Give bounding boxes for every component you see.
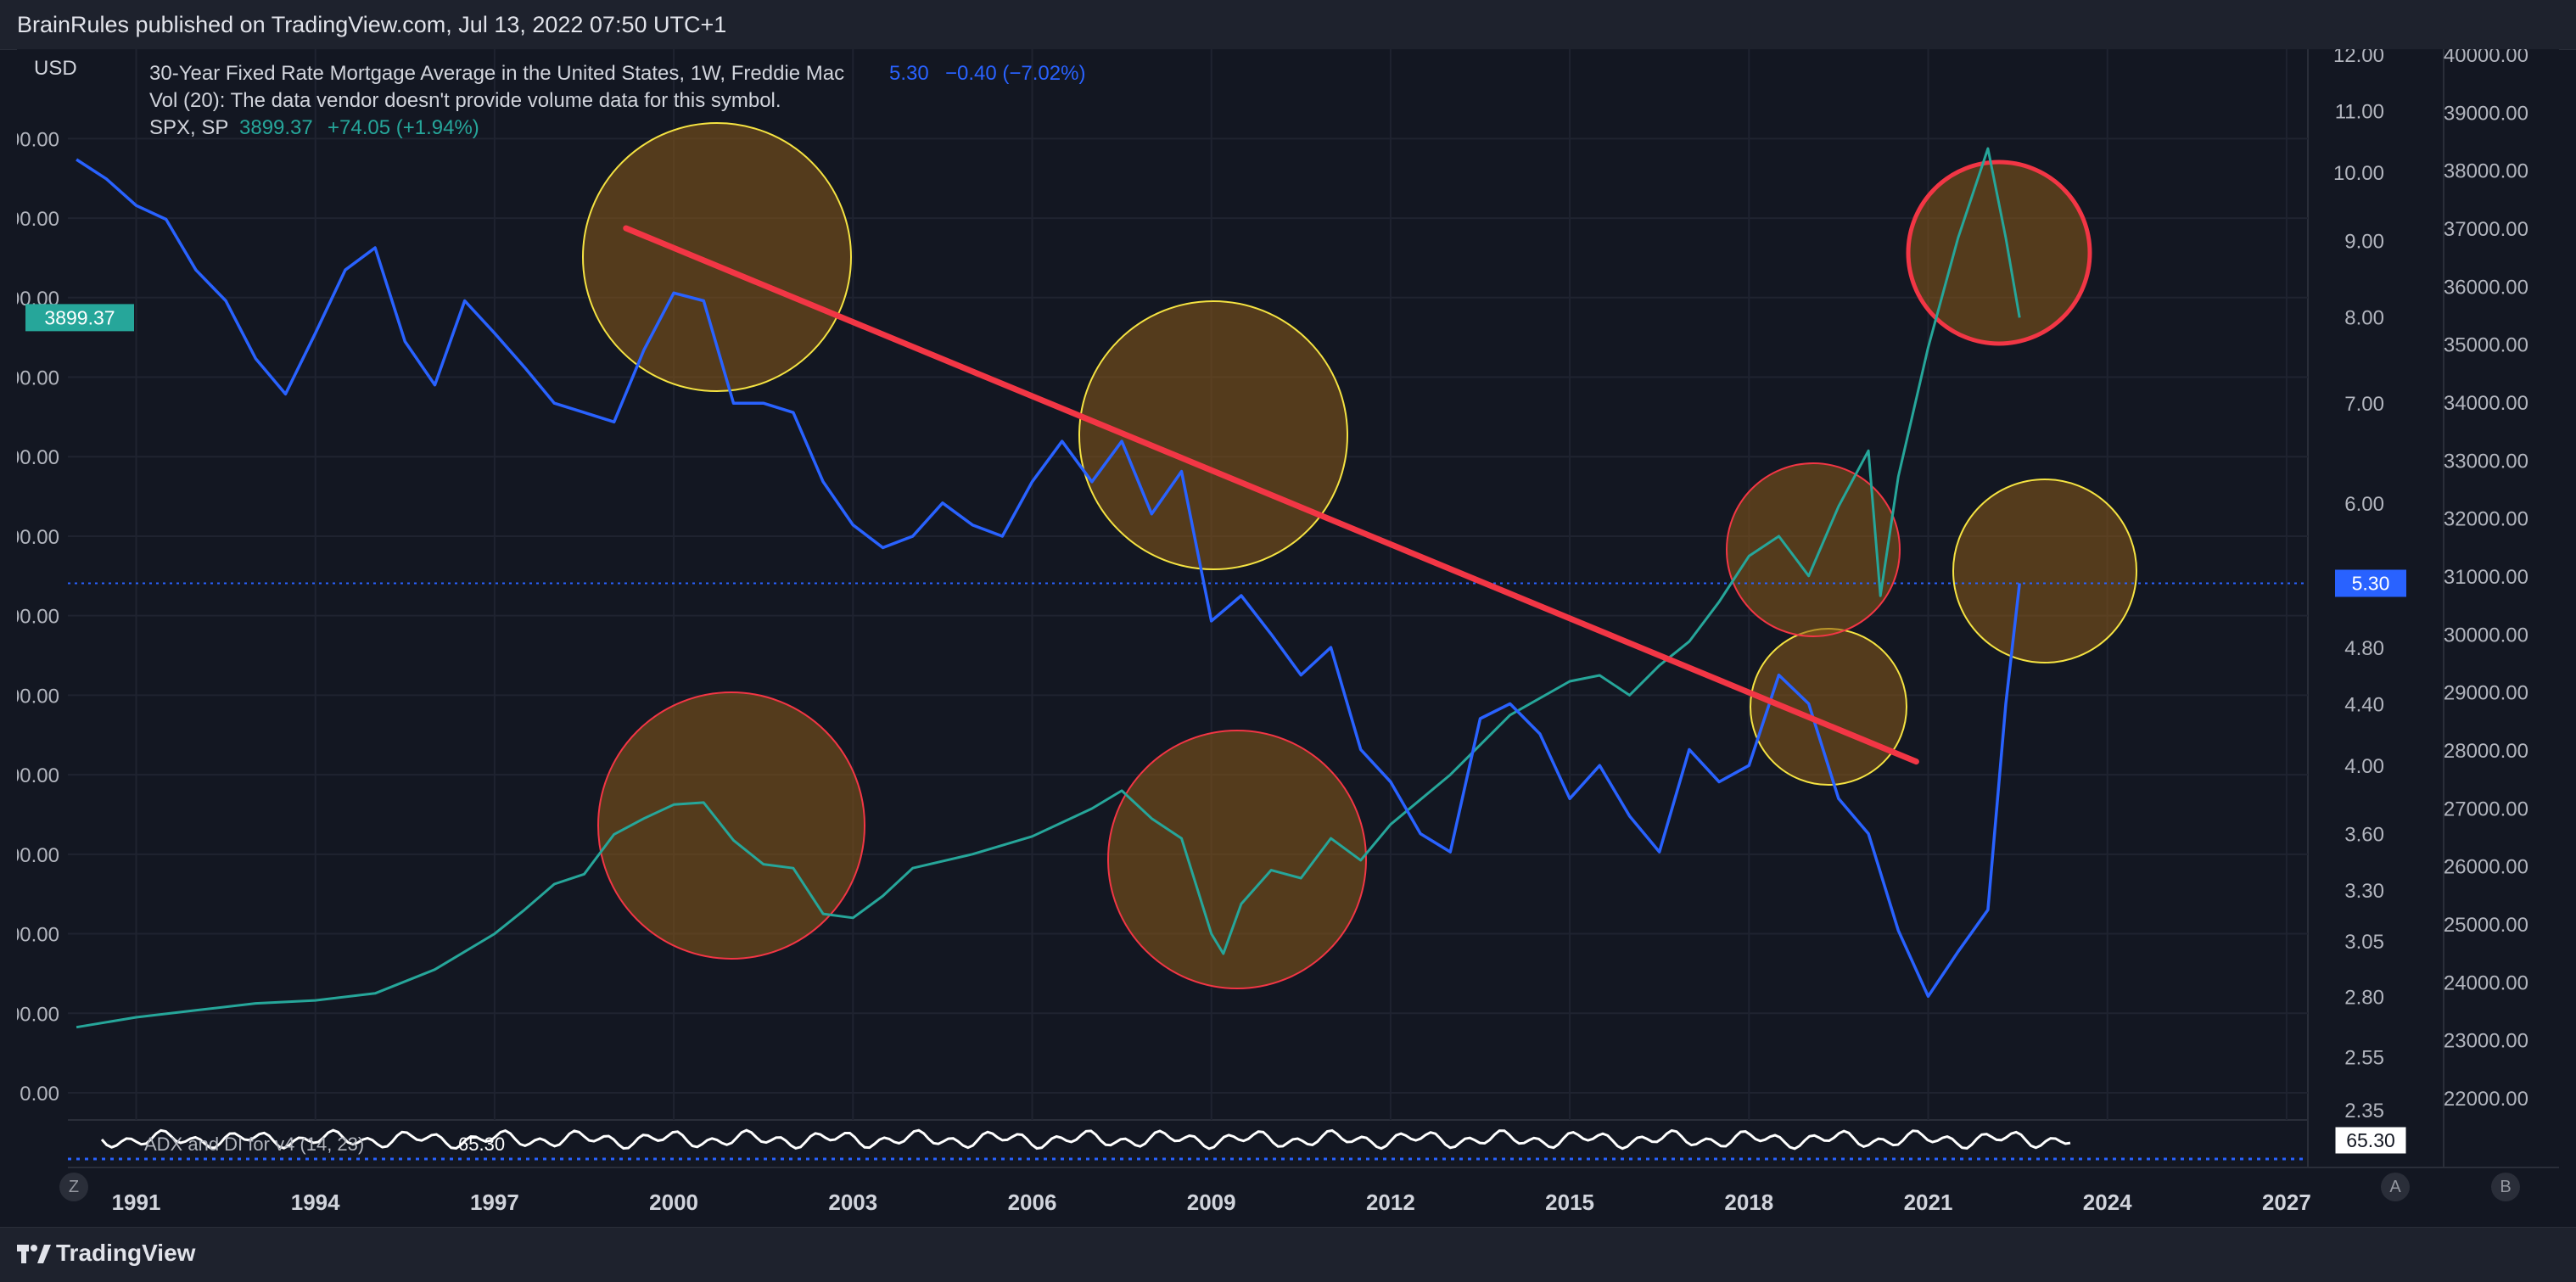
x-axis-tick-label: 1997	[470, 1190, 519, 1215]
x-axis-tick-label: 1991	[112, 1190, 161, 1215]
highlight-circle	[597, 691, 865, 960]
far-right-axis-tick-label: 37000.00	[2444, 218, 2528, 241]
spx-line	[76, 147, 2021, 1029]
far-right-axis-tick-label: 25000.00	[2444, 914, 2528, 937]
far-right-axis-tick-label: 35000.00	[2444, 334, 2528, 357]
x-axis-tick-label: 2015	[1545, 1190, 1594, 1215]
far-right-axis-tick-label: 27000.00	[2444, 798, 2528, 820]
left-axis-tick-label: 1600.00	[17, 764, 59, 787]
far-right-axis-tick-label: 33000.00	[2444, 450, 2528, 473]
far-right-axis-tick-label: 32000.00	[2444, 508, 2528, 531]
reset-button[interactable]: Z	[59, 1173, 88, 1201]
left-axis-tick-label: 400.00	[17, 1003, 59, 1026]
right-axis-tick-label: 4.00	[2344, 755, 2384, 778]
far-right-axis-tick-label: 36000.00	[2444, 276, 2528, 299]
chart-background	[17, 49, 2559, 1227]
indicator-value-badge-label: 65.30	[2346, 1129, 2395, 1151]
x-axis-tick-label: 2024	[2083, 1190, 2132, 1215]
legend-spx-value: 3899.37	[239, 116, 313, 139]
far-right-axis-tick-label: 24000.00	[2444, 971, 2528, 994]
right-axis-tick-label: 3.05	[2344, 931, 2384, 954]
far-right-axis-tick-label: 26000.00	[2444, 856, 2528, 879]
right-axis-tick-label: 4.80	[2344, 637, 2384, 660]
highlight-circle	[1952, 479, 2137, 663]
footer: TradingView	[0, 1227, 2576, 1282]
indicator-line	[100, 1128, 2071, 1150]
far-right-axis-tick-label: 30000.00	[2444, 624, 2528, 647]
chart-area[interactable]: 4800.004400.004000.003600.003200.002800.…	[17, 49, 2559, 1227]
x-axis-tick-label: 2006	[1008, 1190, 1057, 1215]
left-axis-tick-label: 3200.00	[17, 446, 59, 469]
right-axis-tick-label: 2.55	[2344, 1047, 2384, 1070]
legend-mortgage-value: 5.30	[889, 62, 929, 85]
x-axis-tick-label: 2027	[2262, 1190, 2311, 1215]
right-axis-tick-label: 10.00	[2333, 162, 2384, 185]
legend-mortgage-change: −0.40 (−7.02%)	[945, 62, 1085, 85]
right-axis-tick-label: 11.00	[2335, 100, 2384, 123]
tradingview-logo-icon	[17, 1245, 51, 1263]
far-right-axis-tick-label: 22000.00	[2444, 1088, 2528, 1111]
left-axis-tick-label: 4800.00	[17, 128, 59, 151]
indicator-value: 65.30	[458, 1134, 505, 1155]
indicator-label: ADX and DI for v4 (14, 23)	[144, 1134, 364, 1155]
spx-price-badge	[25, 304, 134, 332]
left-axis-tick-label: 0.00	[20, 1083, 59, 1106]
right-axis-tick-label: 6.00	[2344, 493, 2384, 516]
right-axis-tick-label: 8.00	[2344, 306, 2384, 329]
x-axis-tick-label: 2009	[1187, 1190, 1236, 1215]
mortgage-line	[76, 158, 2021, 999]
x-axis-tick-label: 2000	[649, 1190, 698, 1215]
left-axis-tick-label: 1200.00	[17, 844, 59, 867]
left-axis-tick-label: 800.00	[17, 924, 59, 947]
legend-mortgage-name: 30-Year Fixed Rate Mortgage Average in t…	[149, 62, 844, 85]
right-axis-tick-label: 2.80	[2344, 986, 2384, 1009]
brand-name: TradingView	[56, 1240, 196, 1266]
right-axis-tick-label: 2.35	[2344, 1100, 2384, 1122]
far-right-axis-tick-label: 29000.00	[2444, 682, 2528, 705]
left-axis-tick-label: 2000.00	[17, 685, 59, 708]
far-right-axis-tick-label: 31000.00	[2444, 566, 2528, 589]
x-axis-tick-label: 2003	[828, 1190, 877, 1215]
far-right-axis-tick-label: 28000.00	[2444, 740, 2528, 763]
left-axis-tick-label: 2800.00	[17, 526, 59, 549]
publish-header: BrainRules published on TradingView.com,…	[0, 0, 2576, 50]
highlight-circle	[582, 122, 852, 392]
far-right-axis-tick-label: 34000.00	[2444, 392, 2528, 415]
right-axis-tick-label: 12.00	[2333, 49, 2384, 67]
right-axis-tick-label: 3.30	[2344, 880, 2384, 903]
spx-price-badge-label: 3899.37	[44, 306, 115, 328]
far-right-axis-tick-label: 40000.00	[2444, 49, 2528, 67]
far-right-axis-tick-label: 39000.00	[2444, 102, 2528, 125]
x-axis-tick-label: 2021	[1904, 1190, 1953, 1215]
left-axis-tick-label: 3600.00	[17, 367, 59, 390]
left-axis-tick-label: 2400.00	[17, 606, 59, 629]
far-right-axis-tick-label: 23000.00	[2444, 1030, 2528, 1053]
highlight-circle	[1726, 462, 1901, 637]
currency-label: USD	[34, 57, 77, 80]
log-scale-button[interactable]: B	[2491, 1173, 2520, 1201]
mortgage-price-badge	[2335, 569, 2406, 597]
x-axis-tick-label: 2012	[1366, 1190, 1415, 1215]
right-axis-tick-label: 7.00	[2344, 393, 2384, 416]
right-axis-tick-label: 4.40	[2344, 693, 2384, 716]
indicator-value-badge	[2334, 1126, 2407, 1155]
publish-title: BrainRules published on TradingView.com,…	[17, 12, 727, 37]
mortgage-price-badge-label: 5.30	[2352, 572, 2390, 594]
trend-line	[623, 225, 1919, 765]
legend-spx-name: SPX, SP	[149, 116, 228, 139]
x-axis-tick-label: 1994	[291, 1190, 340, 1215]
x-axis-tick-label: 2018	[1724, 1190, 1773, 1215]
legend-volume: Vol (20): The data vendor doesn't provid…	[149, 89, 781, 112]
right-axis-tick-label: 9.00	[2344, 230, 2384, 253]
highlight-circle	[1107, 730, 1367, 989]
legend-spx-change: +74.05 (+1.94%)	[328, 116, 479, 139]
left-axis-tick-label: 4400.00	[17, 208, 59, 231]
right-axis-tick-label: 3.60	[2344, 824, 2384, 847]
highlight-circle	[1906, 160, 2092, 346]
highlight-circle	[1750, 628, 1907, 786]
chart-svg[interactable]: 4800.004400.004000.003600.003200.002800.…	[17, 49, 2559, 1227]
auto-scale-button[interactable]: A	[2381, 1173, 2410, 1201]
far-right-axis-tick-label: 38000.00	[2444, 160, 2528, 183]
